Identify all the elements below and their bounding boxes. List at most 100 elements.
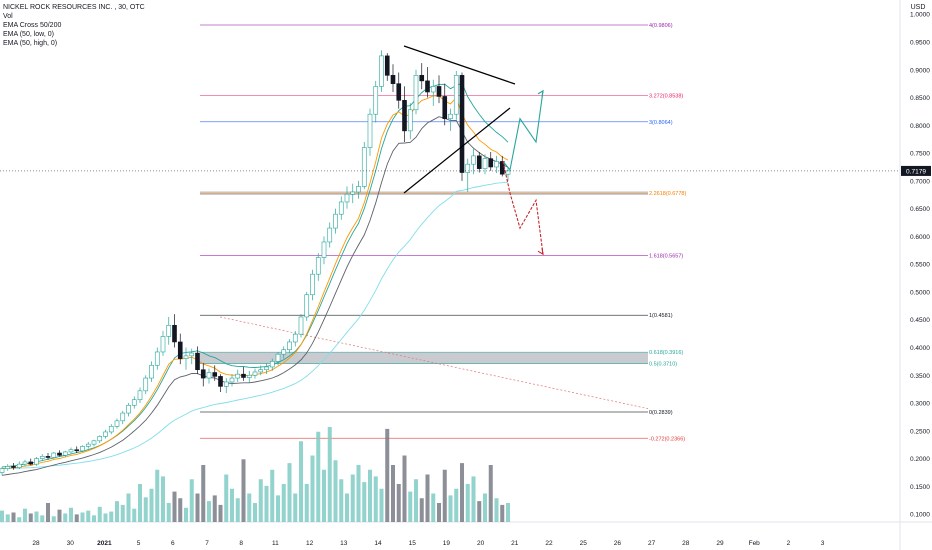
fib-level-label: 0.5(0.3710): [649, 362, 677, 368]
volume-bar: [86, 510, 91, 522]
candle-body: [74, 449, 80, 452]
candle-body: [235, 373, 241, 379]
candle-body: [321, 241, 327, 258]
volume-bar: [436, 503, 442, 522]
candle-body: [246, 374, 252, 378]
y-tick-label: 0.9000: [910, 67, 930, 74]
candle-body: [172, 324, 177, 343]
candle-body: [465, 163, 471, 173]
candle-body: [333, 213, 338, 229]
volume-bar: [454, 488, 459, 522]
volume-bar: [362, 482, 367, 522]
volume-bar: [183, 507, 189, 522]
candle-body: [402, 100, 407, 132]
volume-bar: [402, 455, 407, 522]
candle-body: [315, 257, 321, 275]
candle-body: [22, 461, 28, 465]
volume-bar: [367, 469, 373, 522]
candle-body: [120, 412, 126, 422]
candle-body: [57, 452, 62, 456]
candle-body: [361, 147, 367, 187]
volume-bar: [408, 491, 413, 522]
candle-body: [0, 468, 5, 473]
volume-bar: [494, 498, 499, 522]
candle-body: [505, 170, 511, 175]
volume-bar: [166, 503, 171, 522]
candle-body: [108, 426, 114, 433]
volume-bar: [80, 512, 85, 522]
ema-50-line: [1, 95, 509, 470]
current-price-badge: [901, 165, 931, 176]
volume-bar: [281, 484, 286, 522]
x-tick-label: 6: [171, 540, 175, 547]
x-tick-label: 29: [716, 540, 724, 547]
symbol-title: NICKEL ROCK RESOURCES INC. , 30, OTC: [3, 4, 145, 11]
candle-body: [390, 75, 396, 84]
volume-bar: [120, 504, 125, 522]
volume-bar: [482, 493, 488, 522]
volume-bar: [500, 504, 505, 522]
y-tick-label: 0.5000: [910, 289, 930, 296]
volume-bar: [126, 493, 131, 522]
x-tick-label: 28: [32, 540, 40, 547]
volume-bar: [189, 479, 194, 522]
volume-bar: [241, 459, 246, 522]
volume-bar: [344, 493, 350, 522]
candle-body: [425, 80, 430, 93]
candle-body: [396, 83, 402, 101]
candle-body: [407, 109, 413, 132]
projection-up-arrow: [502, 90, 544, 172]
volume-bar: [339, 479, 344, 522]
candle-body: [275, 353, 281, 362]
volume-bar: [413, 479, 419, 522]
x-tick-label: 5: [137, 540, 141, 547]
volume-bar: [235, 498, 240, 522]
y-tick-label: 0.4500: [910, 317, 930, 324]
current-price-label: 0.7179: [906, 168, 926, 175]
candle-body: [166, 324, 172, 337]
volume-bar: [40, 515, 45, 522]
volume-bar: [379, 488, 384, 522]
chart-legend: NICKEL ROCK RESOURCES INC. , 30, OTC Vol…: [3, 3, 145, 48]
volume-bar: [356, 465, 361, 522]
x-tick-label: 14: [374, 540, 382, 547]
volume-bar: [477, 501, 482, 522]
candle-body: [281, 349, 287, 355]
projection-down-arrow: [502, 161, 544, 255]
y-tick-label: 0.3500: [910, 373, 930, 380]
x-tick-label: 28: [682, 540, 690, 547]
volume-bar: [448, 495, 453, 522]
candle-body: [16, 463, 22, 468]
volume-bar: [178, 498, 183, 522]
volume-bar: [327, 427, 332, 522]
volume-bar: [17, 517, 22, 522]
legend-ema-cross: EMA Cross 50/200: [3, 22, 62, 29]
y-tick-label: 0.6500: [910, 206, 930, 213]
x-tick-label: 12: [306, 540, 314, 547]
candle-body: [476, 155, 482, 169]
volume-bar: [396, 484, 401, 522]
candle-body: [310, 273, 315, 296]
volume-bar: [310, 455, 315, 522]
volume-bar: [109, 511, 114, 522]
candle-body: [229, 377, 235, 383]
volume-bar: [275, 495, 281, 522]
candle-body: [177, 341, 183, 359]
x-tick-label: 25: [580, 540, 588, 547]
candle-body: [97, 436, 103, 442]
volume-bar: [103, 513, 108, 522]
y-tick-label: 0.2500: [910, 428, 930, 435]
volume-bar: [385, 428, 390, 522]
candle-body: [103, 431, 108, 437]
y-tick-label: 0.1500: [910, 484, 930, 491]
projection-down-arrow-head: [537, 248, 544, 256]
candle-body: [327, 227, 333, 243]
volume-bar: [459, 463, 465, 522]
candle-body: [350, 191, 356, 195]
x-tick-label: Feb: [749, 540, 761, 547]
volume-bar: [390, 465, 396, 522]
candle-body: [143, 377, 149, 392]
candle-body: [430, 86, 436, 93]
ema-high-line: [1, 82, 509, 468]
